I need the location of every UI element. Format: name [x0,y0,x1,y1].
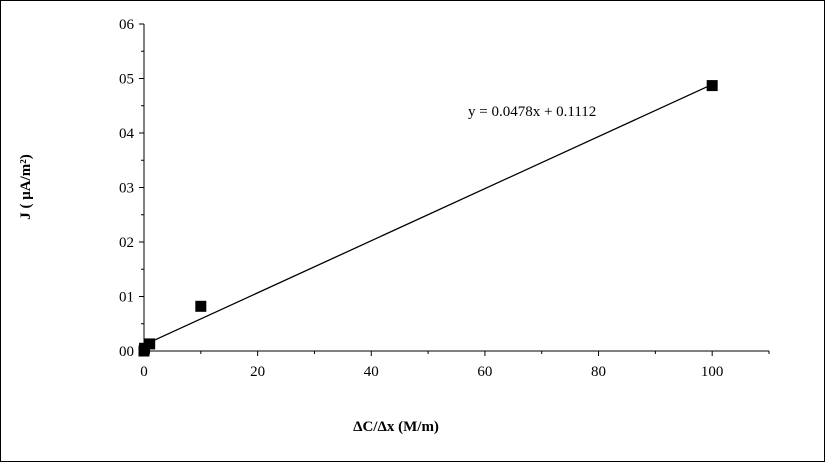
y-tick-label: 00 [119,344,134,360]
y-tick-label: 05 [119,72,134,88]
trendline-equation: y = 0.0478x + 0.1112 [468,104,596,120]
trendline [143,83,713,346]
x-tick-label: 20 [250,364,265,380]
data-points [138,80,718,357]
x-tick-label: 40 [364,364,379,380]
data-point [706,80,718,92]
y-tick-label: 02 [119,235,134,251]
data-point [195,300,207,312]
x-tick-label: 80 [591,364,606,380]
x-tick-label: 60 [477,364,492,380]
y-tick-label: 01 [119,290,134,306]
data-point [144,338,156,350]
tick-marks [139,23,770,356]
tick-labels: 0 20 40 60 80 100 00 01 02 03 04 05 06 [119,17,723,380]
y-tick-label: 06 [119,17,135,33]
x-tick-label: 0 [140,364,148,380]
y-tick-label: 03 [119,181,134,197]
x-tick-label: 100 [701,364,724,380]
trendline-group [143,83,713,346]
x-axis-title: ΔC/Δx (M/m) [353,419,439,435]
y-axis-title: J ( μA/m²) [18,154,34,220]
y-tick-label: 04 [119,126,135,142]
